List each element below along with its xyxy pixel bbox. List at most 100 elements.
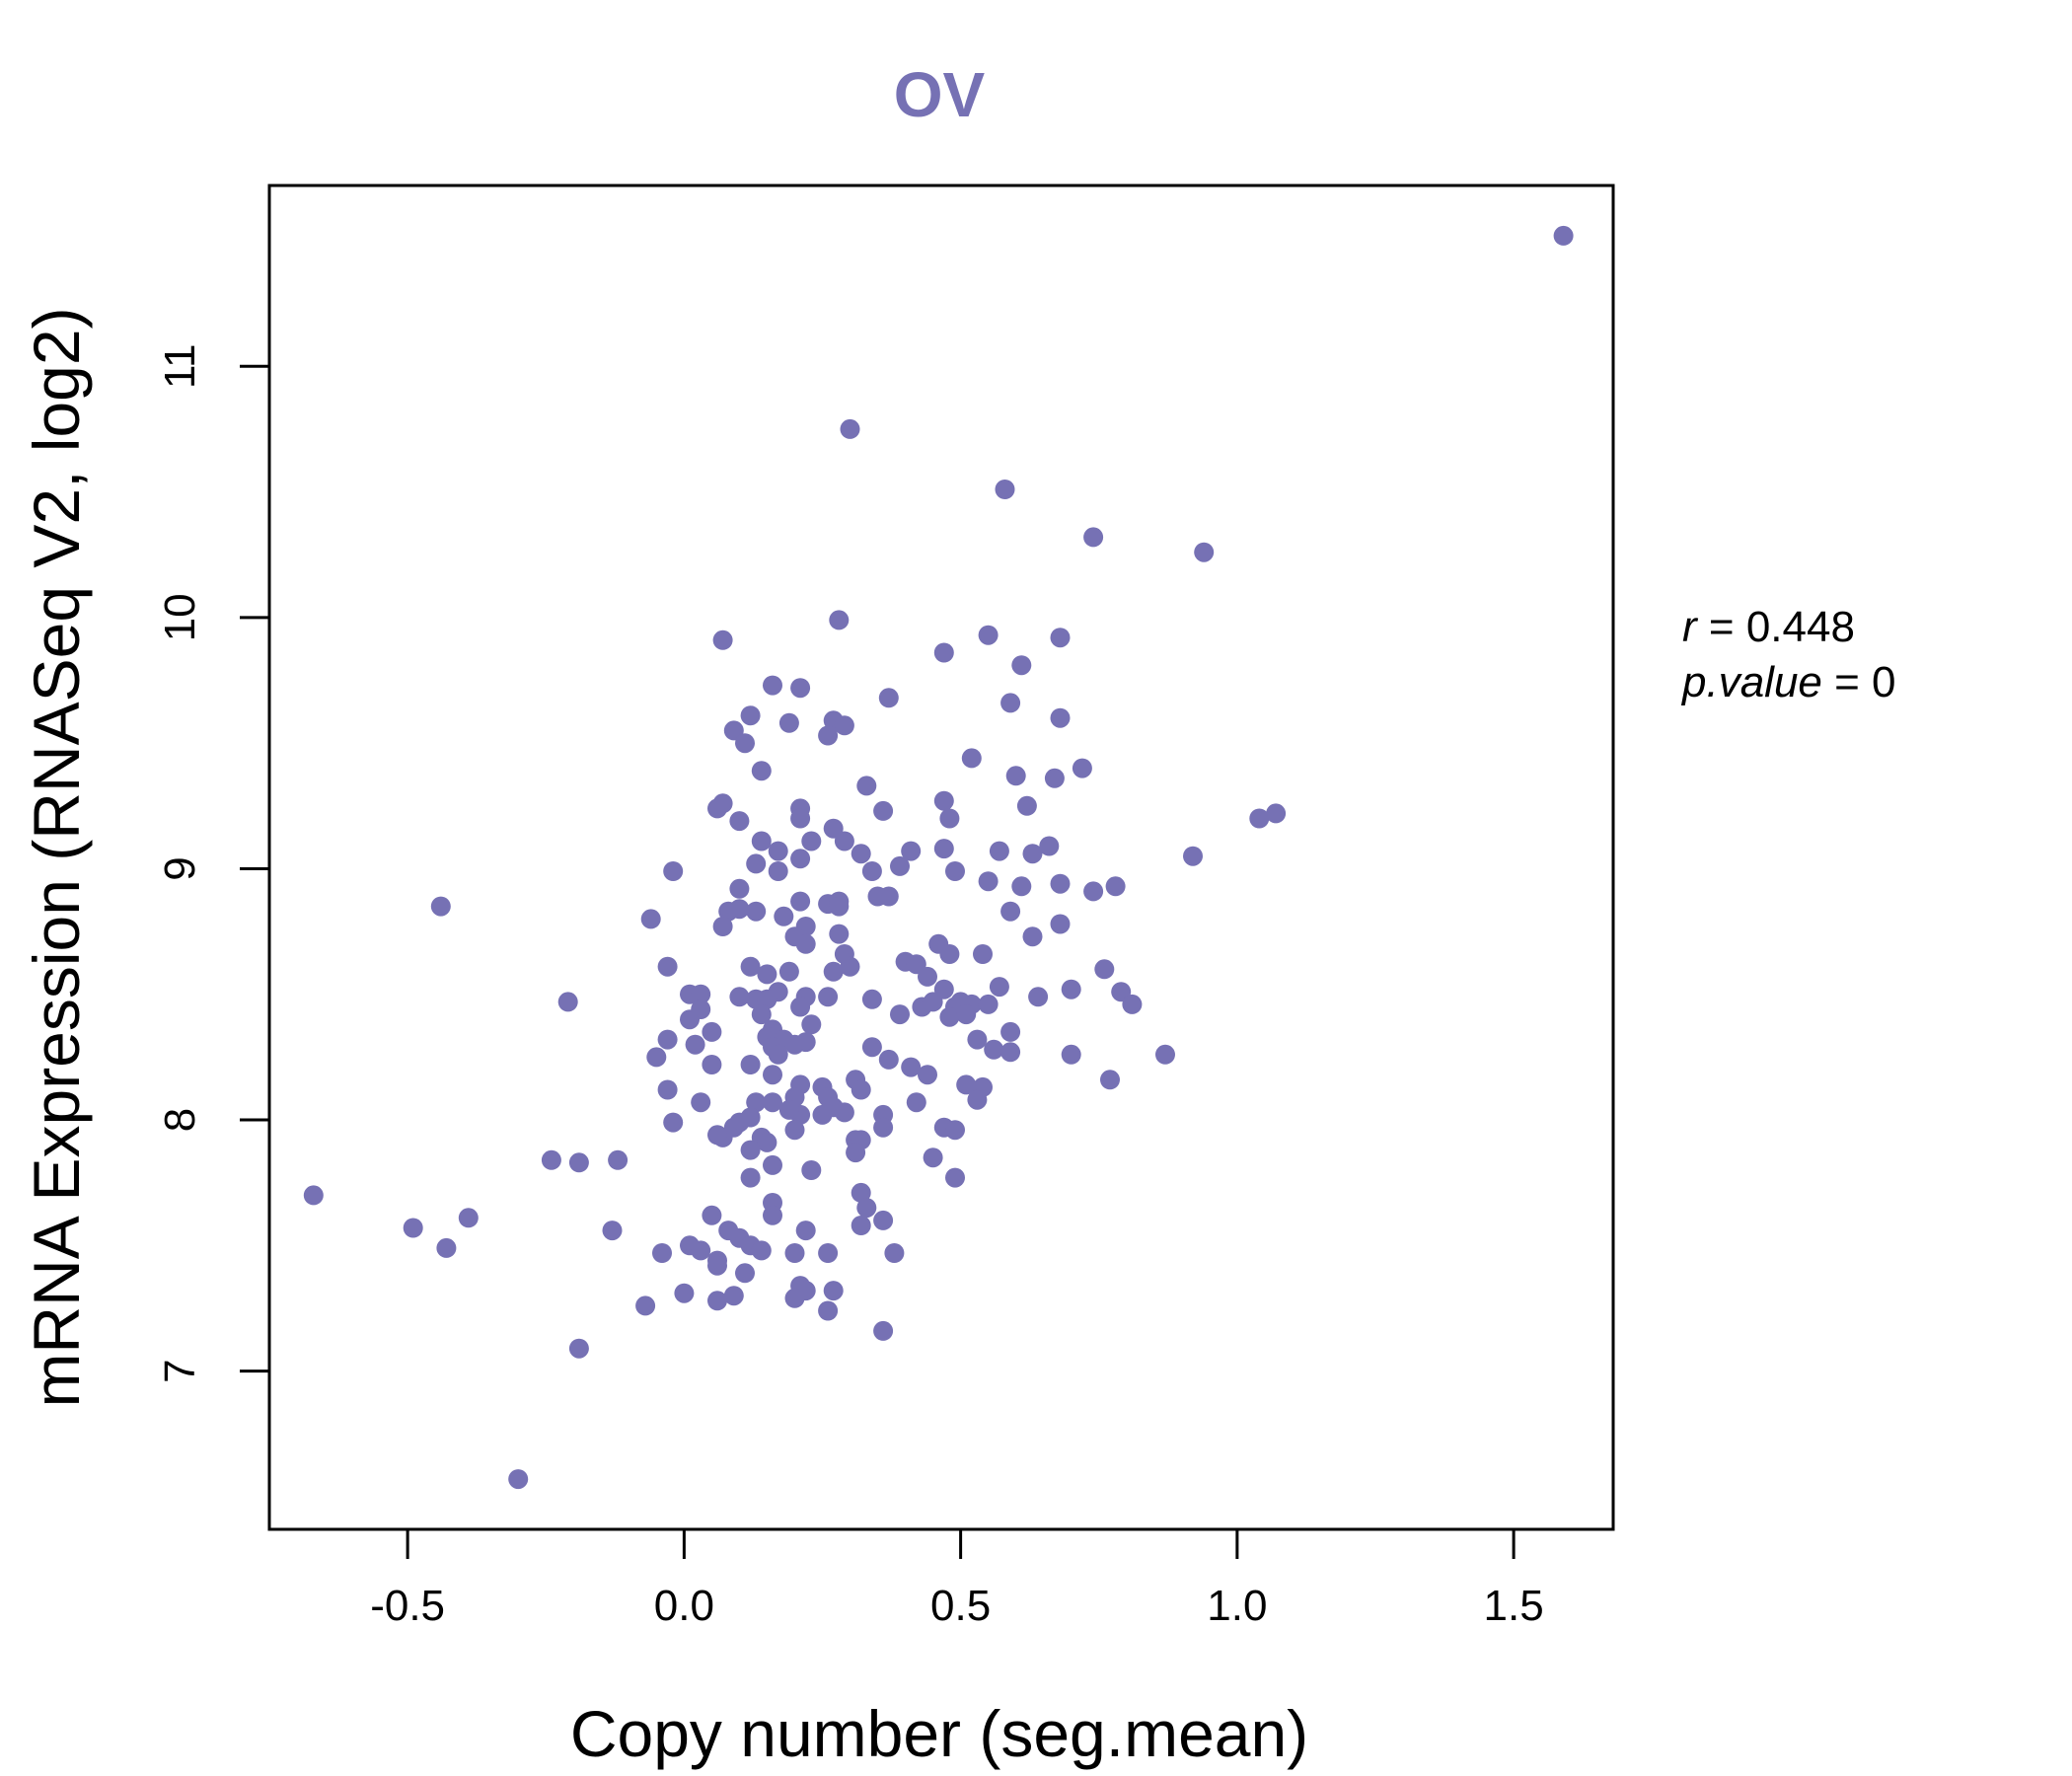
data-point-43 — [834, 831, 854, 851]
data-point-198 — [303, 1185, 324, 1206]
data-point-115 — [557, 992, 578, 1012]
data-point-219 — [818, 1243, 839, 1263]
data-point-207 — [851, 1216, 871, 1235]
data-point-60 — [1011, 876, 1032, 897]
data-point-56 — [663, 861, 684, 881]
data-point-53 — [746, 853, 767, 874]
data-point-137 — [861, 1037, 882, 1058]
data-point-91 — [740, 956, 761, 977]
data-point-34 — [1016, 795, 1037, 816]
y-tick-label-1: 8 — [156, 1108, 204, 1132]
data-point-94 — [778, 961, 799, 982]
data-point-153 — [1100, 1070, 1120, 1090]
data-point-0 — [1553, 225, 1574, 246]
chart-title: OV — [894, 59, 986, 130]
data-point-220 — [884, 1243, 905, 1263]
data-point-178 — [784, 1120, 805, 1141]
data-point-21 — [735, 733, 755, 754]
data-point-58 — [945, 861, 965, 881]
data-point-85 — [795, 933, 816, 954]
data-point-45 — [901, 841, 922, 861]
data-point-218 — [784, 1243, 805, 1263]
data-point-87 — [939, 944, 960, 964]
data-point-59 — [978, 871, 999, 892]
data-point-49 — [1022, 844, 1043, 864]
data-point-144 — [1061, 1044, 1081, 1065]
data-point-97 — [1094, 959, 1115, 980]
data-point-62 — [1105, 876, 1126, 897]
data-point-168 — [834, 1102, 854, 1123]
p-equals: = — [1822, 658, 1872, 706]
data-point-159 — [657, 1079, 678, 1100]
y-tick-label-3: 10 — [156, 593, 204, 641]
data-point-188 — [740, 1140, 761, 1160]
data-point-27 — [1044, 768, 1065, 788]
data-point-203 — [763, 1205, 782, 1225]
data-point-194 — [763, 1154, 782, 1175]
data-point-55 — [861, 861, 882, 881]
r-label: r — [1682, 603, 1699, 651]
data-point-172 — [778, 1099, 799, 1120]
data-point-18 — [778, 712, 799, 733]
data-point-23 — [961, 748, 982, 769]
data-point-151 — [918, 1065, 937, 1085]
data-point-96 — [823, 961, 844, 982]
data-point-101 — [989, 977, 1009, 998]
data-point-41 — [751, 831, 772, 851]
data-point-226 — [823, 1281, 844, 1301]
data-point-67 — [430, 896, 451, 917]
data-point-66 — [1083, 881, 1104, 902]
data-point-40 — [1266, 803, 1287, 824]
data-point-189 — [846, 1143, 866, 1163]
data-point-163 — [746, 1092, 767, 1113]
data-point-195 — [801, 1160, 822, 1180]
data-point-98 — [918, 966, 937, 987]
data-point-208 — [602, 1221, 623, 1241]
x-tick-label-0: -0.5 — [370, 1582, 445, 1630]
data-point-227 — [674, 1283, 695, 1303]
data-point-230 — [784, 1288, 805, 1308]
data-point-140 — [685, 1034, 705, 1055]
data-point-147 — [878, 1049, 899, 1070]
data-point-104 — [1122, 994, 1143, 1014]
data-point-57 — [768, 861, 788, 881]
data-point-17 — [834, 715, 854, 736]
data-point-10 — [1011, 655, 1032, 676]
data-point-127 — [691, 999, 711, 1019]
data-point-123 — [939, 1006, 960, 1027]
data-point-77 — [640, 909, 661, 929]
data-point-44 — [851, 844, 871, 864]
x-tick-label-3: 1.0 — [1207, 1582, 1267, 1630]
y-axis: 7 8 9 10 11 — [156, 343, 269, 1383]
data-point-210 — [795, 1221, 816, 1241]
data-point-48 — [989, 841, 1009, 861]
data-point-1 — [840, 418, 860, 439]
data-point-92 — [840, 956, 860, 977]
data-point-175 — [873, 1117, 894, 1138]
data-point-164 — [763, 1092, 782, 1113]
data-point-143 — [1155, 1044, 1175, 1065]
data-point-72 — [746, 901, 767, 922]
x-tick-label-1: 0.0 — [654, 1582, 714, 1630]
data-point-191 — [541, 1149, 561, 1170]
data-point-118 — [923, 992, 943, 1012]
data-point-185 — [757, 1132, 777, 1152]
data-point-9 — [933, 642, 954, 663]
data-point-29 — [933, 790, 954, 811]
data-point-199 — [851, 1182, 871, 1203]
data-point-42 — [801, 831, 822, 851]
data-point-165 — [691, 1092, 711, 1113]
data-point-196 — [945, 1167, 965, 1188]
data-point-6 — [712, 629, 733, 650]
data-point-47 — [1039, 836, 1060, 856]
data-point-102 — [1061, 979, 1081, 999]
data-point-50 — [1183, 846, 1203, 866]
data-point-131 — [1000, 1021, 1021, 1042]
data-point-93 — [657, 956, 678, 977]
data-point-174 — [967, 1089, 988, 1110]
data-points — [303, 225, 1574, 1490]
data-point-215 — [751, 1240, 772, 1261]
data-point-231 — [635, 1295, 656, 1316]
data-point-157 — [956, 1074, 977, 1095]
data-point-14 — [1000, 693, 1021, 713]
